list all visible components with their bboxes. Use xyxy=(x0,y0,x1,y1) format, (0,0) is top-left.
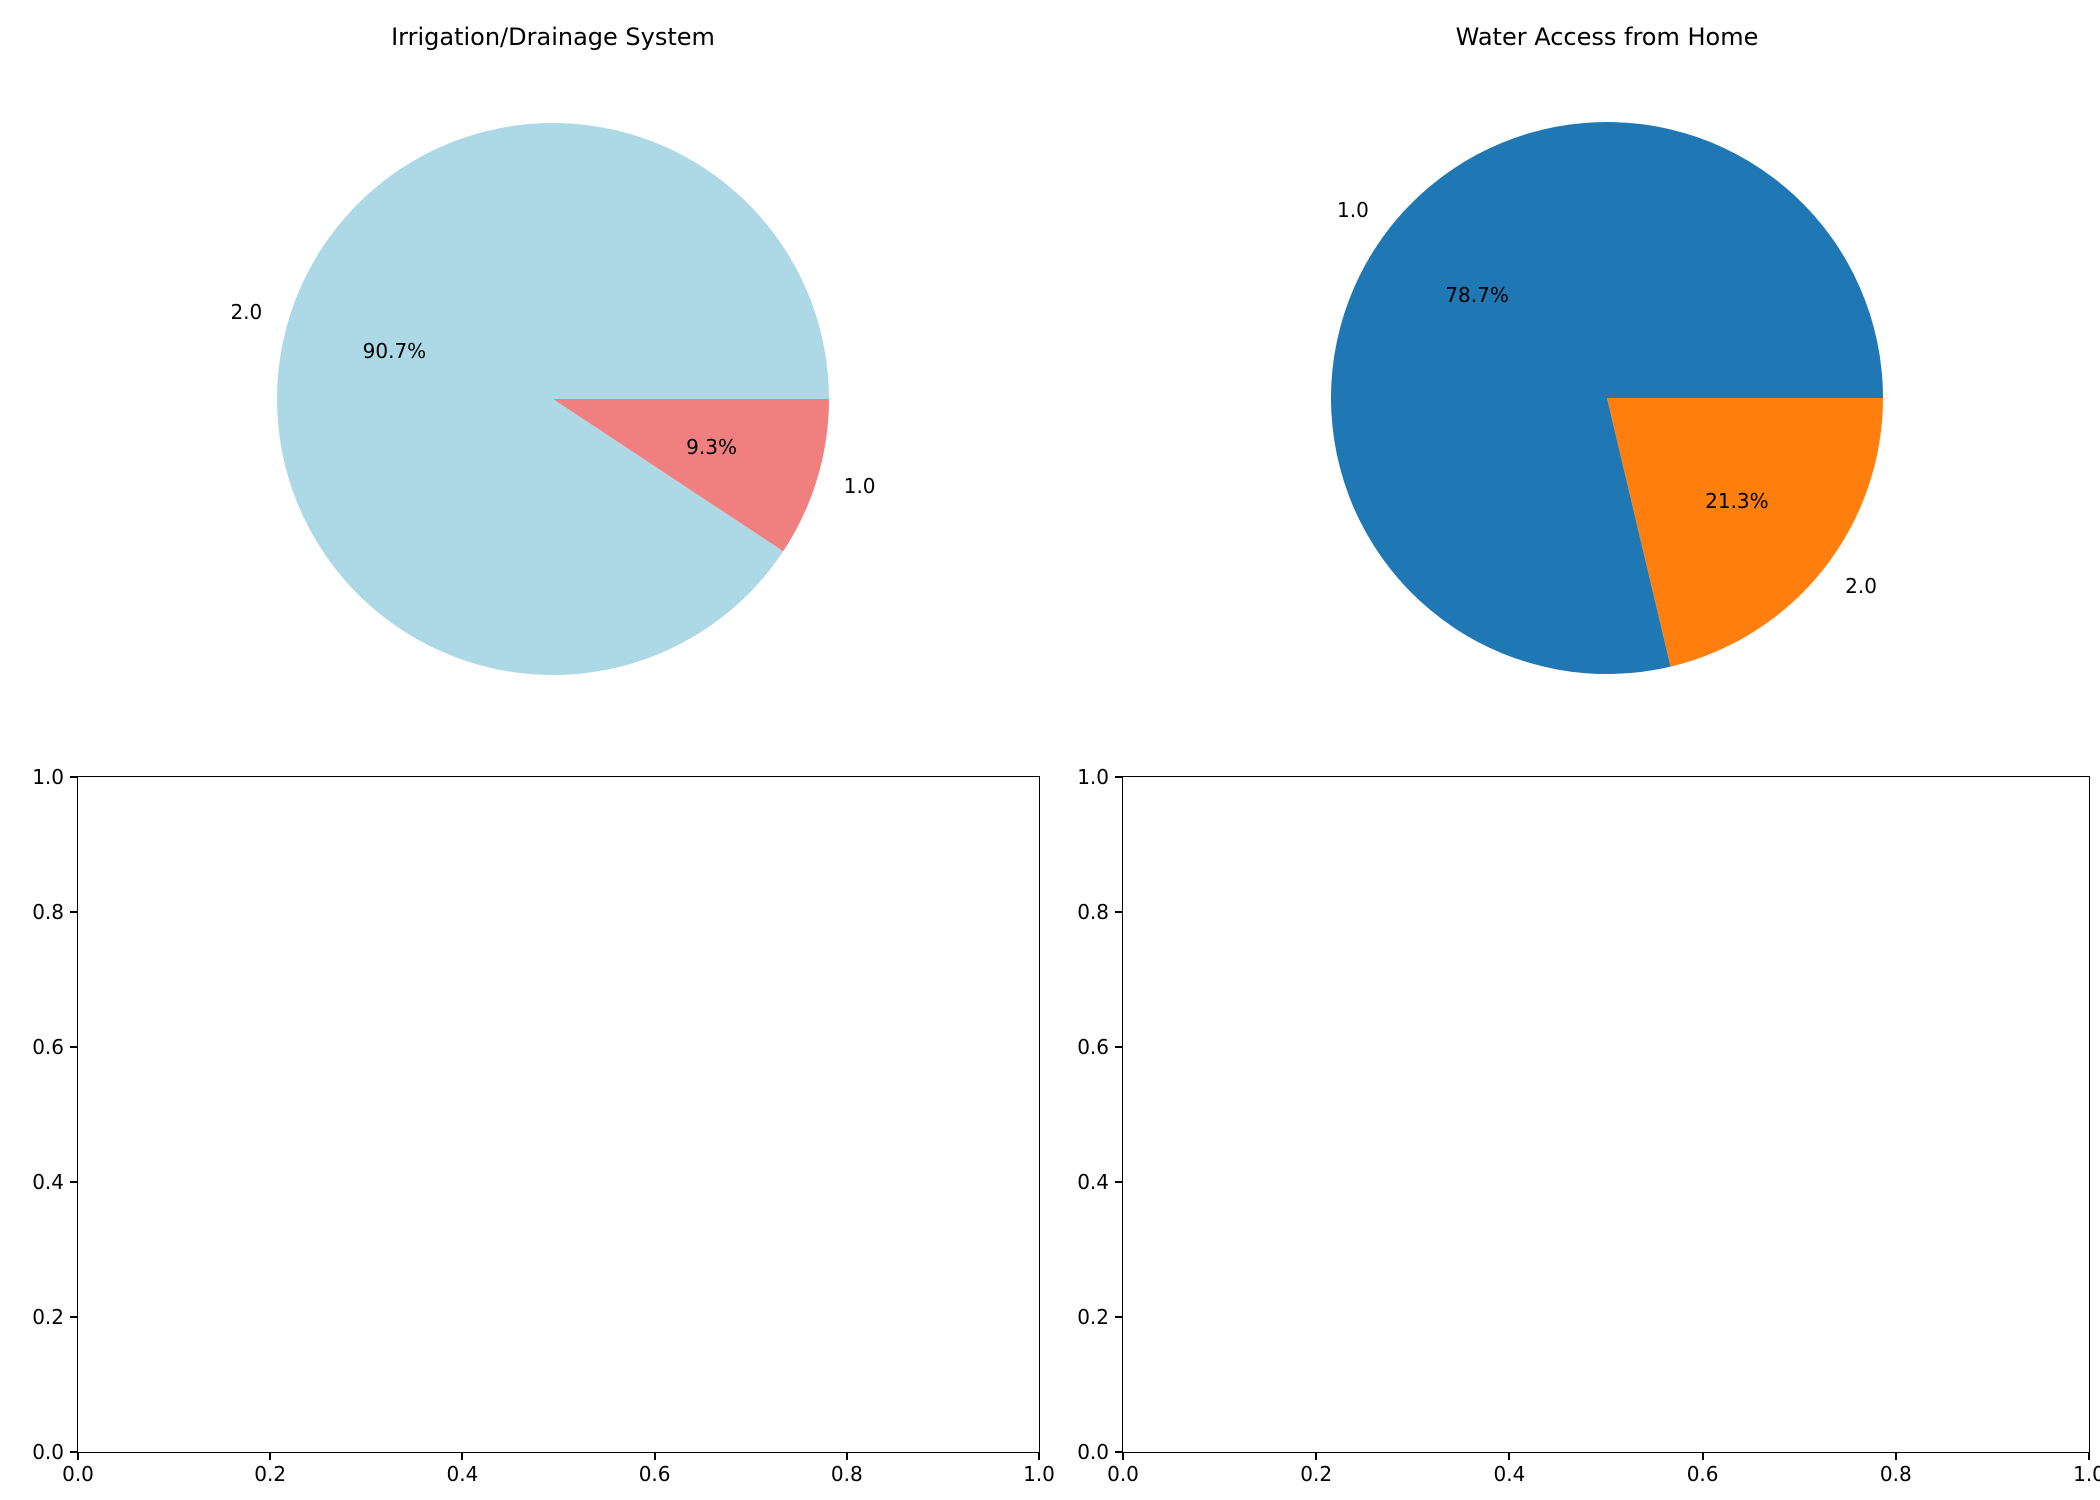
x-tick-label: 0.0 xyxy=(62,1462,94,1486)
x-tick xyxy=(653,1452,656,1460)
y-tick xyxy=(70,911,78,913)
x-tick-label: 0.6 xyxy=(638,1462,671,1486)
x-tick xyxy=(269,1452,272,1460)
y-tick-label: 0.0 xyxy=(1077,1440,1109,1464)
x-tick xyxy=(2088,1452,2090,1460)
y-tick-label: 1.0 xyxy=(1077,765,1109,789)
y-tick-label: 0.2 xyxy=(1077,1305,1109,1329)
y-tick-label: 0.8 xyxy=(1077,900,1109,924)
slice-label: 1.0 xyxy=(1337,197,1369,222)
x-tick xyxy=(1508,1452,1511,1460)
pie-chart-irrigation-drainage: 2.0 90.7% 1.0 9.3% xyxy=(230,99,876,699)
x-tick xyxy=(1315,1452,1318,1460)
x-tick-label: 0.6 xyxy=(1686,1462,1719,1486)
pie-svg-irrigation-drainage xyxy=(276,123,829,676)
slice-label: 2.0 xyxy=(1845,574,1877,599)
empty-axes-bottom-left: 0.0 0.2 0.4 0.6 0.8 1.0 0.0 0.2 0.4 0.6 0.8 1.0 xyxy=(32,767,1055,1484)
x-tick xyxy=(1701,1452,1704,1460)
y-tick-label: 0.6 xyxy=(32,1035,64,1059)
slice-label: 2.0 xyxy=(230,299,263,324)
x-tick-label: 0.0 xyxy=(1107,1462,1139,1486)
x-tick-label: 1.0 xyxy=(1023,1462,1055,1486)
y-tick-label: 0.4 xyxy=(32,1170,64,1194)
slice-label: 1.0 xyxy=(843,474,876,499)
x-tick xyxy=(1894,1452,1897,1460)
x-tick-label: 0.8 xyxy=(830,1462,863,1486)
y-tick xyxy=(1115,776,1123,778)
pie-slice xyxy=(1331,122,1883,675)
slice-percent: 78.7% xyxy=(1445,283,1509,308)
x-tick xyxy=(1122,1452,1124,1460)
y-tick xyxy=(70,1046,78,1048)
y-tick xyxy=(1115,911,1123,913)
x-tick-label: 0.2 xyxy=(1300,1462,1333,1486)
x-tick-label: 1.0 xyxy=(2073,1462,2100,1486)
y-tick xyxy=(1115,1046,1123,1048)
y-tick-label: 0.0 xyxy=(32,1440,64,1464)
x-tick-label: 0.8 xyxy=(1879,1462,1912,1486)
y-tick xyxy=(1115,1181,1123,1183)
pie1-title: Irrigation/Drainage System xyxy=(391,23,715,51)
x-tick xyxy=(77,1452,79,1460)
y-tick xyxy=(1115,1316,1123,1318)
y-tick xyxy=(70,776,78,778)
pie-slice xyxy=(553,399,829,552)
x-tick-label: 0.4 xyxy=(446,1462,479,1486)
pie-chart-water-access: 1.0 78.7% 2.0 21.3% xyxy=(1307,98,1907,698)
y-tick xyxy=(70,1181,78,1183)
x-tick-label: 0.4 xyxy=(1493,1462,1526,1486)
x-tick-label: 0.2 xyxy=(254,1462,287,1486)
pie-slice xyxy=(276,123,829,676)
y-tick xyxy=(1115,1451,1123,1453)
x-tick xyxy=(461,1452,464,1460)
y-tick xyxy=(70,1316,78,1318)
y-tick-label: 1.0 xyxy=(32,765,64,789)
slice-percent: 90.7% xyxy=(362,339,427,364)
y-tick-label: 0.4 xyxy=(1077,1170,1109,1194)
y-tick-label: 0.8 xyxy=(32,900,64,924)
x-tick xyxy=(1038,1452,1040,1460)
slice-percent: 9.3% xyxy=(686,434,737,459)
y-tick-label: 0.6 xyxy=(1077,1035,1109,1059)
pie-svg-water-access xyxy=(1331,122,1883,675)
y-tick xyxy=(70,1451,78,1453)
slice-percent: 21.3% xyxy=(1705,488,1769,513)
y-tick-label: 0.2 xyxy=(32,1305,64,1329)
x-tick xyxy=(845,1452,848,1460)
pie2-title: Water Access from Home xyxy=(1455,23,1759,51)
pie-slice xyxy=(1607,398,1883,667)
empty-axes-bottom-right: 0.0 0.2 0.4 0.6 0.8 1.0 0.0 0.2 0.4 0.6 0.8 1.0 xyxy=(1077,767,2100,1484)
